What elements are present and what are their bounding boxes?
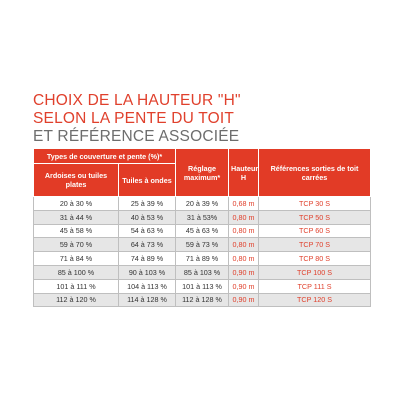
table-cell: 71 à 84 % [33, 251, 119, 266]
table-cell: TCP 50 S [258, 209, 372, 225]
table-cell: 112 à 128 % [175, 292, 230, 308]
table-cell: 20 à 39 % [175, 196, 230, 211]
table-cell: 85 à 103 % [175, 264, 230, 280]
table-cell: 101 à 113 % [175, 278, 230, 294]
table-cell: TCP 80 S [258, 251, 372, 266]
table-cell: 112 à 120 % [33, 292, 119, 308]
table-cell: 0,80 m [228, 223, 260, 239]
title-line: CHOIX DE LA HAUTEUR "H" [33, 92, 241, 109]
table-cell: 20 à 30 % [33, 196, 119, 211]
table-cell: TCP 70 S [258, 237, 372, 253]
table-row: 85 à 100 % 90 à 103 % 85 à 103 % 0,90 m TCP … [33, 264, 372, 280]
table-cell: 0,90 m [228, 278, 260, 294]
table-cell: 114 à 128 % [117, 292, 177, 308]
table-cell: 90 à 103 % [117, 264, 177, 280]
column-header: Ardoises ou tuiles plates [33, 163, 119, 197]
table-cell: 0,90 m [228, 292, 260, 308]
table-row: 59 à 70 % 64 à 73 % 59 à 73 % 0,80 m TCP 70 … [33, 237, 372, 253]
column-header: Hauteur H [228, 148, 260, 197]
table-cell: TCP 120 S [258, 292, 372, 308]
column-header: Réglage maximum* [175, 148, 230, 197]
table-cell: 0,68 m [228, 196, 260, 211]
table-cell: 45 à 58 % [33, 223, 119, 239]
table-cell: 64 à 73 % [117, 237, 177, 253]
table-cell: 0,90 m [228, 264, 260, 280]
table-cell: 74 à 89 % [117, 251, 177, 266]
table-cell: 71 à 89 % [175, 251, 230, 266]
table-cell: 31 à 44 % [33, 209, 119, 225]
table: Types de couverture et pente (%)* Réglag… [32, 148, 372, 308]
table-cell: 59 à 70 % [33, 237, 119, 253]
table-cell: 0,80 m [228, 209, 260, 225]
table-cell: 101 à 111 % [33, 278, 119, 294]
table-cell: TCP 100 S [258, 264, 372, 280]
table-cell: 54 à 63 % [117, 223, 177, 239]
table-body: 20 à 30 % 25 à 39 % 20 à 39 % 0,68 m TCP 30 … [33, 196, 372, 308]
table-row: 31 à 44 % 40 à 53 % 31 à 53% 0,80 m TCP 50 S [33, 209, 372, 225]
title-line: ET RÉFÉRENCE ASSOCIÉE [33, 128, 240, 145]
table-row: 45 à 58 % 54 à 63 % 45 à 63 % 0,80 m TCP 60 … [33, 223, 372, 239]
table-cell: 0,80 m [228, 237, 260, 253]
column-header: Tuiles à ondes [117, 163, 177, 197]
table-cell: 59 à 73 % [175, 237, 230, 253]
table-cell: TCP 60 S [258, 223, 372, 239]
table-cell: 0,80 m [228, 251, 260, 266]
table-cell: 31 à 53% [175, 209, 230, 225]
title-line: SELON LA PENTE DU TOIT [33, 110, 235, 127]
table-cell: 104 à 113 % [117, 278, 177, 294]
group-header: Types de couverture et pente (%)* [32, 148, 177, 164]
table-cell: 25 à 39 % [117, 196, 177, 211]
table-cell: TCP 111 S [258, 278, 372, 294]
table-cell: 45 à 63 % [175, 223, 230, 239]
table-cell: 40 à 53 % [117, 209, 177, 225]
column-header: Références sorties de toit carrées [258, 148, 372, 197]
table-cell: 85 à 100 % [33, 264, 119, 280]
table-cell: TCP 30 S [258, 196, 372, 211]
table-row: 71 à 84 % 74 à 89 % 71 à 89 % 0,80 m TCP 80 … [33, 251, 372, 266]
table-row: 20 à 30 % 25 à 39 % 20 à 39 % 0,68 m TCP 30 … [33, 196, 372, 211]
